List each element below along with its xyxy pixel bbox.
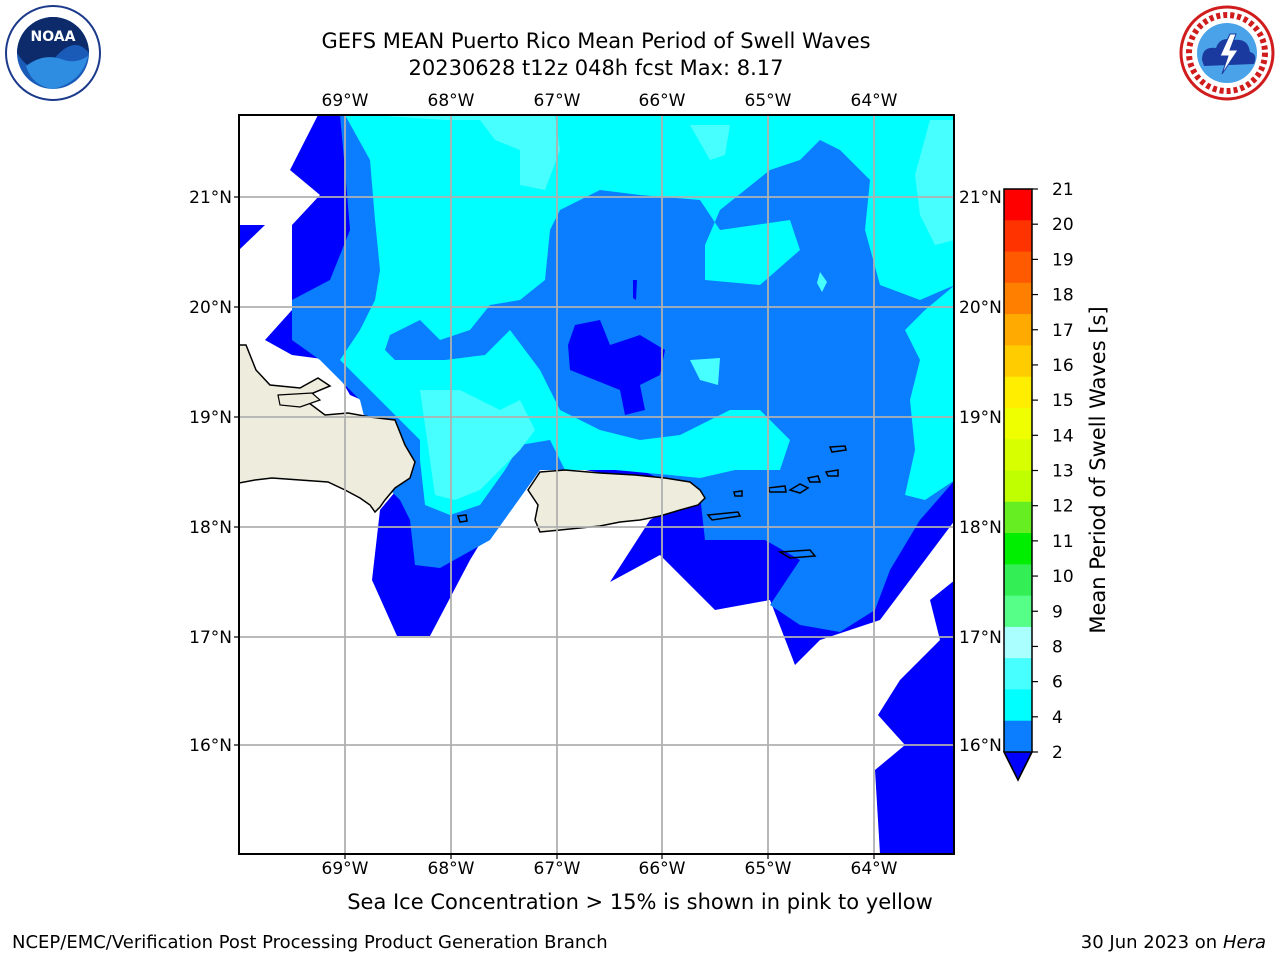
lon-labels-top: 69°W 68°W 67°W 66°W 65°W 64°W: [322, 91, 898, 111]
colorbar-frame: [1003, 188, 1033, 782]
lon-label-bottom: 65°W: [745, 859, 792, 879]
small-islands: [456, 445, 847, 559]
graticule: [239, 115, 954, 854]
colorbar-segment: [1004, 314, 1032, 346]
lon-label-bottom: 67°W: [534, 859, 581, 879]
colorbar-segment: [1004, 501, 1032, 534]
lon-label-bottom: 64°W: [851, 859, 898, 879]
colorbar-tick-label: 20: [1052, 215, 1074, 235]
lon-label-bottom: 66°W: [639, 859, 686, 879]
lon-label-top: 67°W: [534, 91, 581, 111]
light-cyan-north-2: [690, 125, 730, 160]
lat-label-left: 16°N: [189, 736, 232, 756]
lat-label-right: 16°N: [959, 736, 1002, 756]
lat-label-left: 20°N: [189, 298, 232, 318]
colorbar-segment: [1004, 658, 1032, 690]
lat-label-left: 21°N: [189, 188, 232, 208]
lat-label-left: 17°N: [189, 628, 232, 648]
colorbar-tick-label: 4: [1052, 708, 1063, 728]
noaa-logo: NOAA: [5, 5, 101, 101]
lon-label-bottom: 68°W: [428, 859, 475, 879]
lon-label-top: 64°W: [851, 91, 898, 111]
colorbar-extend-arrow: [1002, 751, 1034, 782]
lat-label-right: 18°N: [959, 518, 1002, 538]
light-cyan-center-east: [690, 358, 720, 385]
light-cyan-north-1: [370, 115, 560, 190]
dark-blue-south-east: [875, 580, 954, 854]
colorbar-segment: [1004, 595, 1032, 628]
colorbar-tick-label: 13: [1052, 462, 1074, 482]
chart-subtitle: 20230628 t12z 048h fcst Max: 8.17: [408, 56, 784, 80]
colorbar-tick-label: 2: [1052, 743, 1063, 763]
land-puerto-rico: [527, 469, 706, 533]
colorbar-tick-label: 15: [1052, 391, 1074, 411]
colorbar-segment: [1004, 282, 1032, 315]
sea-ice-note: Sea Ice Concentration > 15% is shown in …: [347, 890, 933, 914]
colorbar-segment: [1004, 689, 1032, 722]
colorbar-segment: [1004, 345, 1032, 378]
colorbar-segment: [1004, 439, 1032, 471]
lon-label-top: 68°W: [428, 91, 475, 111]
colorbar-segment: [1004, 220, 1032, 253]
map-frame: [238, 114, 955, 855]
footer-date-text: 30 Jun 2023 on: [1080, 932, 1218, 953]
colorbar-segment: [1004, 470, 1032, 503]
colorbar-tick-label: 14: [1052, 426, 1074, 446]
lon-label-top: 66°W: [639, 91, 686, 111]
colorbar-tick-label: 21: [1052, 180, 1074, 200]
lat-label-right: 20°N: [959, 298, 1002, 318]
lat-labels-left: 21°N 20°N 19°N 18°N 17°N 16°N: [189, 188, 239, 756]
colorbar-segment: [1004, 407, 1032, 440]
lat-label-right: 19°N: [959, 408, 1002, 428]
dark-blue-sliver: [633, 280, 637, 300]
colorbar-tick-label: 10: [1052, 567, 1074, 587]
colorbar-tick-label: 11: [1052, 532, 1074, 552]
nws-logo: [1179, 5, 1275, 101]
map-field: [239, 115, 954, 854]
light-cyan-east: [915, 120, 954, 245]
lon-label-bottom: 69°W: [322, 859, 369, 879]
land-hispaniola-peninsula: [277, 392, 322, 408]
lat-label-left: 19°N: [189, 408, 232, 428]
colorbar-segment: [1004, 626, 1032, 659]
light-cyan-speck: [817, 272, 827, 292]
footer-host: Hera: [1222, 932, 1266, 953]
colorbar-tick-label: 19: [1052, 250, 1074, 270]
lon-label-top: 69°W: [322, 91, 369, 111]
footer-date: 30 Jun 2023 on Hera: [1081, 932, 1266, 953]
lat-label-right: 17°N: [959, 628, 1002, 648]
footer-branch: NCEP/EMC/Verification Post Processing Pr…: [12, 932, 608, 953]
colorbar-label: Mean Period of Swell Waves [s]: [1086, 306, 1110, 633]
colorbar-segment: [1004, 189, 1032, 221]
chart-title: GEFS MEAN Puerto Rico Mean Period of Swe…: [321, 29, 871, 53]
lat-label-left: 18°N: [189, 518, 232, 538]
colorbar-segment: [1004, 533, 1032, 565]
lon-label-top: 65°W: [745, 91, 792, 111]
colorbar-tick-label: 9: [1052, 602, 1063, 622]
colorbar-segment: [1004, 564, 1032, 597]
cyan-east: [905, 285, 954, 500]
colorbar-tick-label: 16: [1052, 356, 1074, 376]
colorbar-tick-label: 8: [1052, 637, 1063, 657]
colorbar-segment: [1004, 376, 1032, 409]
noaa-logo-text: NOAA: [31, 29, 76, 45]
colorbar-segment: [1004, 251, 1032, 284]
lon-labels-bottom: 69°W 68°W 67°W 66°W 65°W 64°W: [322, 854, 898, 879]
colorbar-tick-label: 17: [1052, 321, 1074, 341]
land-hispaniola: [239, 344, 416, 514]
colorbar-tick-label: 6: [1052, 673, 1063, 693]
colorbar: 21 20 19 18 17 16 15 14 13 12 11 10 9 8 6 4 2: [1002, 180, 1074, 782]
lat-labels-right: 21°N 20°N 19°N 18°N 17°N 16°N: [959, 188, 1002, 756]
dark-blue-pocket: [568, 320, 665, 415]
colorbar-tick-label: 12: [1052, 497, 1074, 517]
colorbar-segment: [1004, 720, 1032, 753]
lat-label-right: 21°N: [959, 188, 1002, 208]
colorbar-tick-label: 18: [1052, 286, 1074, 306]
